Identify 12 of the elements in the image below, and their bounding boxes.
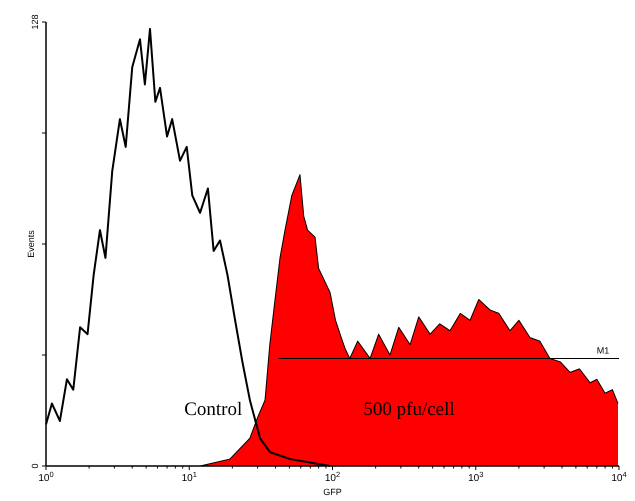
series-label: M1	[596, 345, 610, 356]
series-label: Control	[184, 398, 242, 420]
y-tick-label: 0	[30, 463, 40, 469]
x-tick-label: 10$^{3}$	[468, 470, 484, 484]
x-tick-label: 10$^{4}$	[611, 470, 627, 484]
x-axis-title: GFP	[323, 487, 342, 497]
series-label: 500 pfu/cell	[363, 398, 455, 420]
y-axis-title: Events	[26, 230, 36, 258]
x-tick-label: 10$^{1}$	[182, 470, 197, 484]
x-tick-label: 10$^{2}$	[324, 470, 340, 484]
y-tick-label: 128	[30, 14, 40, 30]
x-tick-label: 10$^{0}$	[38, 470, 54, 484]
